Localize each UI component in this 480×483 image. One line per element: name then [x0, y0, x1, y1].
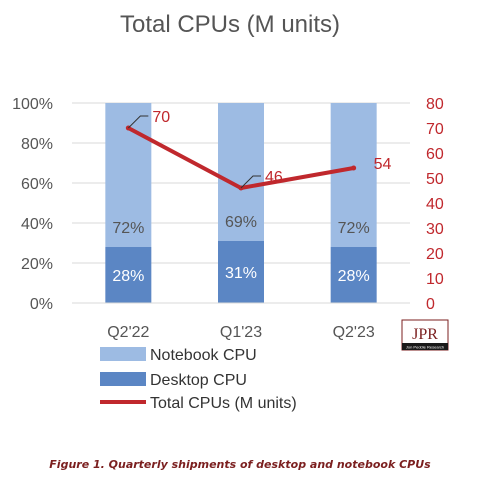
total-line-point [351, 165, 357, 171]
y-left-tick-label: 80% [21, 136, 53, 153]
bar-desktop [105, 247, 152, 303]
bar-label-desktop: 31% [225, 265, 257, 282]
total-line-layer: 70 46 54 [125, 109, 392, 191]
y-right-tick-label: 20 [426, 246, 444, 263]
jpr-logo: JPR Jon Peddie Research [401, 319, 449, 351]
bar-desktop [218, 241, 264, 303]
legend-label: Notebook CPU [150, 347, 257, 364]
legend-label: Desktop CPU [150, 372, 247, 389]
bar-notebook [330, 103, 377, 247]
x-tick-label: Q2'22 [107, 324, 149, 341]
bar-labels-layer: 28% 72% 31% 69% 28% 72% [112, 214, 369, 285]
bar-label-notebook: 72% [338, 220, 370, 237]
y-right-tick-label: 70 [426, 121, 444, 138]
bar-label-desktop: 28% [338, 268, 370, 285]
bar-desktop [330, 247, 377, 303]
y-left-tick-label: 40% [21, 216, 53, 233]
y-right-tick-label: 50 [426, 171, 444, 188]
y-left-tick-label: 0% [30, 296, 53, 313]
bar-label-notebook: 72% [112, 220, 144, 237]
legend: Notebook CPU Desktop CPU Total CPUs (M uni… [100, 347, 297, 412]
y-right-tick-label: 40 [426, 196, 444, 213]
total-line-label: 46 [265, 169, 283, 186]
x-tick-label: Q1'23 [220, 324, 262, 341]
x-tick-label: Q2'23 [333, 324, 375, 341]
logo-band [402, 343, 448, 350]
logo-text: JPR [412, 326, 438, 343]
y-right-tick-label: 80 [426, 96, 444, 113]
y-right-tick-label: 30 [426, 221, 444, 238]
y-right-tick-label: 0 [426, 296, 435, 313]
total-line-leader [127, 115, 149, 129]
legend-swatch-bar [100, 347, 146, 361]
x-axis: Q2'22 Q1'23 Q2'23 [72, 302, 410, 341]
total-line-label: 70 [152, 109, 170, 126]
y-left-tick-label: 20% [21, 256, 53, 273]
bar-notebook [218, 103, 264, 241]
y-axis-left: 0% 20% 40% 60% 80% 100% [12, 96, 53, 313]
bar-label-desktop: 28% [112, 268, 144, 285]
bar-label-notebook: 69% [225, 214, 257, 231]
total-line-label: 54 [374, 156, 392, 173]
figure-caption: Figure 1. Quarterly shipments of desktop… [49, 458, 431, 471]
y-left-tick-label: 100% [12, 96, 53, 113]
y-right-tick-label: 10 [426, 271, 444, 288]
chart-title: Total CPUs (M units) [120, 11, 340, 38]
legend-swatch-bar [100, 372, 146, 386]
legend-label: Total CPUs (M units) [150, 395, 297, 412]
y-left-tick-label: 60% [21, 176, 53, 193]
total-line-leader [240, 175, 261, 189]
logo-subtext: Jon Peddie Research [406, 345, 444, 350]
y-right-tick-label: 60 [426, 146, 444, 163]
y-axis-right: 0 10 20 30 40 50 60 70 80 [426, 96, 444, 313]
